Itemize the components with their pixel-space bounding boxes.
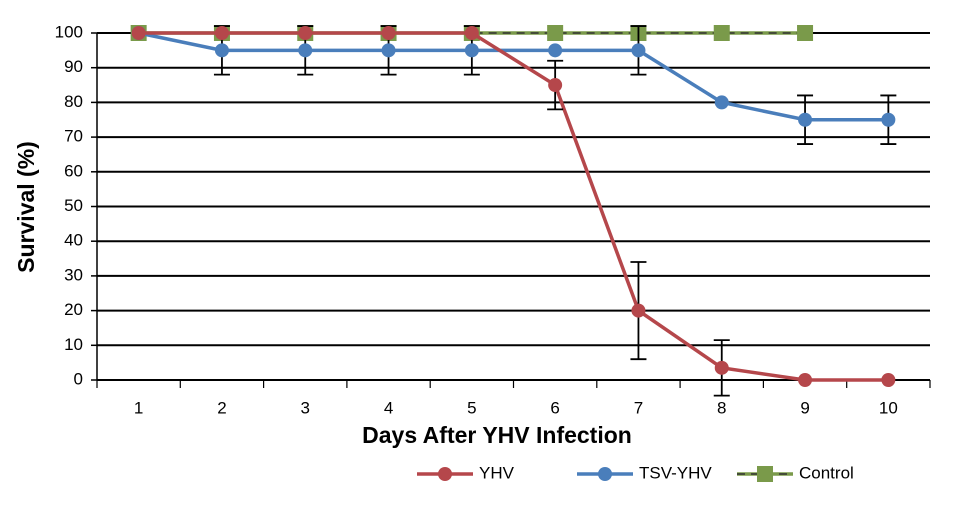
x-tick-label: 8 xyxy=(717,398,726,417)
marker xyxy=(881,373,896,387)
x-tick-label: 4 xyxy=(384,398,393,417)
marker xyxy=(797,25,814,41)
marker xyxy=(631,43,646,58)
x-tick-label: 7 xyxy=(634,398,643,417)
series-line xyxy=(138,31,889,122)
legend-label: Control xyxy=(799,463,854,482)
y-tick-label: 20 xyxy=(64,300,83,319)
marker xyxy=(547,25,564,41)
x-tick-label: 2 xyxy=(217,398,226,417)
y-tick-label: 70 xyxy=(64,127,83,146)
marker xyxy=(548,43,563,58)
x-tick-label: 1 xyxy=(134,398,143,417)
x-tick-label: 10 xyxy=(879,398,898,417)
x-tick-label: 3 xyxy=(301,398,310,417)
marker xyxy=(381,43,396,58)
y-tick-label: 90 xyxy=(64,57,83,76)
y-tick-label: 30 xyxy=(64,265,83,284)
legend-label: YHV xyxy=(479,463,515,482)
y-tick-label: 100 xyxy=(55,22,83,41)
marker xyxy=(214,43,229,58)
marker xyxy=(714,95,729,110)
marker xyxy=(464,43,479,58)
y-axis-title: Survival (%) xyxy=(13,141,39,273)
marker xyxy=(548,78,563,93)
y-tick-label: 50 xyxy=(64,196,83,215)
series-line xyxy=(138,31,889,382)
y-tick-label: 10 xyxy=(64,335,83,354)
legend-label: TSV-YHV xyxy=(639,463,712,482)
marker xyxy=(798,373,813,387)
marker xyxy=(798,112,813,127)
y-tick-label: 80 xyxy=(64,92,83,111)
marker xyxy=(298,26,313,40)
marker xyxy=(131,26,146,40)
marker xyxy=(631,303,646,318)
y-tick-label: 60 xyxy=(64,161,83,180)
marker xyxy=(464,26,479,40)
x-tick-label: 9 xyxy=(800,398,809,417)
y-tick-label: 0 xyxy=(74,369,83,388)
marker xyxy=(381,26,396,40)
legend-marker xyxy=(598,467,612,481)
marker xyxy=(713,25,730,41)
y-tick-label: 40 xyxy=(64,231,83,250)
marker xyxy=(714,360,729,375)
marker xyxy=(298,43,313,58)
x-tick-label: 5 xyxy=(467,398,476,417)
legend-marker xyxy=(438,467,452,481)
marker xyxy=(214,26,229,40)
marker xyxy=(881,112,896,127)
x-tick-label: 6 xyxy=(550,398,559,417)
x-axis-title: Days After YHV Infection xyxy=(362,422,632,448)
legend-marker xyxy=(757,466,773,482)
